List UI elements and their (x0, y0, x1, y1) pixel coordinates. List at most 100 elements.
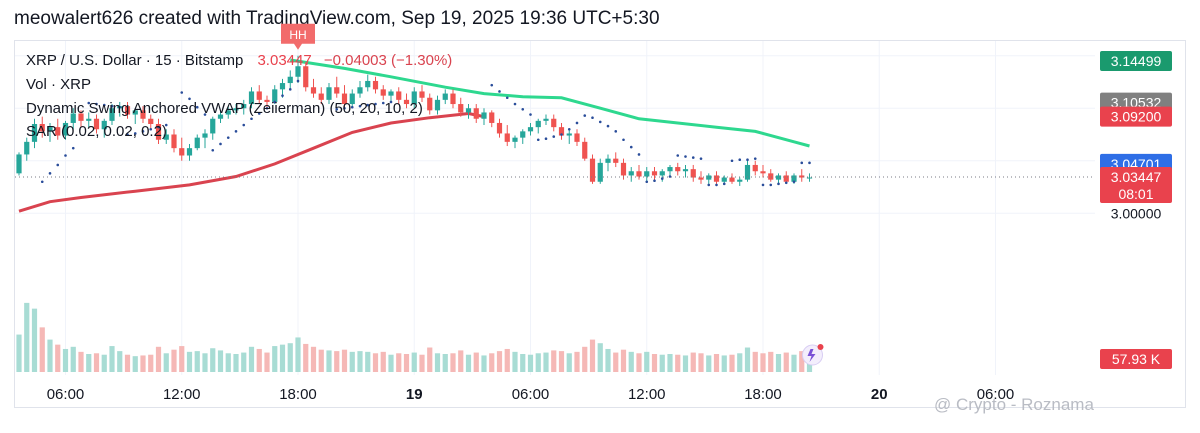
candle-body (186, 148, 193, 156)
hh-marker-label: HH (289, 28, 306, 42)
sar-dot (536, 138, 540, 142)
candle-body (295, 66, 301, 77)
volume-bar (326, 350, 332, 372)
candle-body (520, 131, 526, 138)
time-tick-label: 06:00 (512, 386, 550, 403)
candle-body (372, 80, 379, 90)
volume-bar (31, 308, 38, 372)
sar-dot (281, 94, 284, 97)
volume-bar (582, 346, 588, 372)
legend-vwap-indicator: Dynamic Swing Anchored VWAP (Zeiierman) … (26, 100, 423, 117)
candle-body (303, 66, 309, 88)
sar-dot (389, 100, 393, 104)
volume-bar (458, 350, 464, 372)
candle-body (737, 179, 743, 182)
volume-bar (566, 353, 572, 372)
candle-body (791, 175, 797, 182)
time-tick-label: 06:00 (47, 386, 85, 403)
sar-dot (110, 104, 114, 108)
sar-dot (637, 153, 641, 156)
time-tick-label: 18:00 (744, 386, 782, 403)
volume-bar (636, 353, 642, 372)
volume-bar (551, 350, 557, 372)
candle-body (411, 91, 417, 105)
volume-bar (303, 343, 309, 372)
volume-bar (667, 354, 673, 372)
time-tick-label: 18:00 (279, 386, 317, 403)
volume-bar (535, 353, 541, 372)
price-label: 3.09200 (1111, 109, 1162, 125)
volume-bar (16, 334, 22, 372)
sar-dot (761, 183, 765, 187)
volume-bar (543, 352, 549, 372)
sar-dot (583, 114, 587, 117)
time-axis: 06:00 12:00 18:00 19 06:00 12:00 18:00 20 06:00 (47, 386, 1015, 403)
candle-body (210, 118, 216, 134)
volume-bar (729, 354, 735, 372)
volume-bar (737, 353, 743, 372)
candle-body (450, 93, 456, 105)
candle-body (535, 120, 541, 128)
volume-bar (148, 354, 154, 372)
candle-body (783, 175, 789, 182)
volume-bar (597, 343, 603, 372)
volume-bar (605, 348, 611, 372)
volume-bar (124, 354, 131, 372)
volume-bar (117, 351, 123, 372)
chart-frame[interactable] (14, 40, 1186, 408)
candle-body (644, 171, 650, 177)
candle-body (512, 137, 518, 142)
candle-body (744, 164, 751, 180)
volume-bar (690, 352, 696, 372)
volume-bar (752, 351, 758, 372)
candle-body (341, 93, 348, 105)
volume-bar (55, 344, 61, 372)
sar-dot (273, 100, 277, 104)
candle-body (442, 93, 448, 100)
candle-body (86, 118, 92, 121)
candle-body (264, 99, 270, 102)
candle-body (241, 104, 247, 109)
sar-dot (800, 161, 804, 165)
sar-dot (715, 183, 718, 187)
candle-body (721, 177, 727, 182)
candle-body (380, 89, 386, 96)
price-label: 3.00000 (1111, 205, 1162, 221)
volume-bar (70, 346, 76, 372)
volume-bar (86, 354, 92, 372)
candle-body (605, 158, 611, 163)
sar-dot (48, 172, 52, 175)
candle-body (39, 124, 45, 132)
volume-bar (109, 346, 115, 372)
sar-dot (746, 158, 749, 161)
candle-body (55, 127, 61, 136)
candle-body (202, 133, 208, 138)
volume-bar (682, 355, 689, 372)
legend-change: −0.04003 (−1.30%) (323, 52, 453, 69)
volume-bar (140, 355, 146, 372)
volume-bar (334, 351, 340, 372)
bolt-icon (807, 349, 816, 362)
candle-body (396, 91, 402, 100)
volume-label: 57.93 K (1112, 351, 1161, 367)
sar-dot (234, 130, 238, 133)
sar-dot (381, 101, 385, 105)
candle-body (403, 99, 410, 105)
volume-bar (47, 339, 53, 372)
volume-bar (744, 347, 751, 372)
volume-bar (24, 302, 30, 372)
volume-bar (706, 355, 712, 372)
volume-bar (264, 352, 270, 372)
legend-symbol-line: XRP / U.S. Dollar · 15 · Bitstamp 3.0344… (26, 52, 452, 69)
hh-marker-shape (281, 23, 315, 50)
sar-dot (56, 163, 60, 167)
candle-body (628, 171, 634, 176)
sar-dot (730, 159, 734, 163)
sar-dot (722, 182, 726, 186)
volume-bar (186, 351, 193, 372)
sar-dot (614, 130, 618, 133)
volume-bar (194, 351, 200, 372)
grid-lines (15, 41, 1095, 375)
volume-bar (225, 353, 231, 372)
